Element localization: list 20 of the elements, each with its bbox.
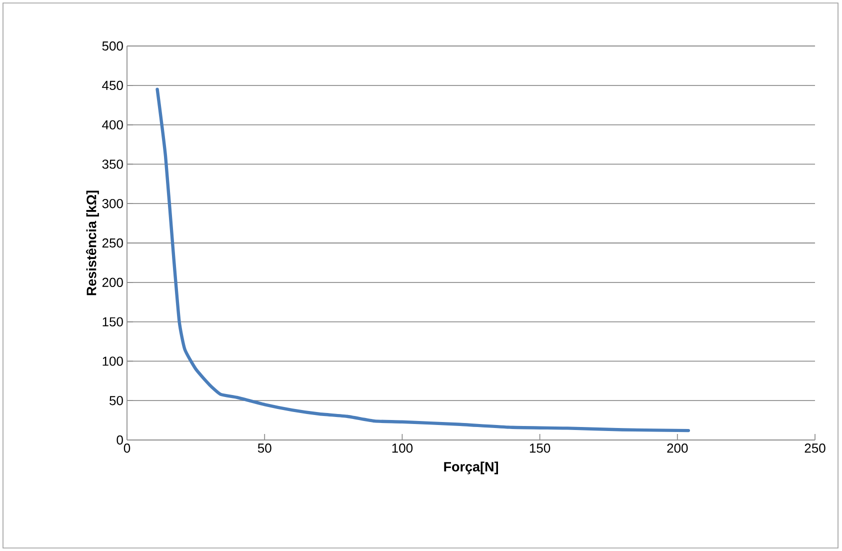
y-tick-label: 300 <box>102 198 123 208</box>
x-tick-label: 150 <box>530 444 550 453</box>
x-tick-label: 0 <box>124 444 130 453</box>
y-tick-label: 350 <box>102 160 123 169</box>
y-tick-label: 50 <box>110 396 123 406</box>
y-tick-label: 450 <box>102 80 123 90</box>
y-axis-title: Resistência [kΩ] <box>86 190 99 296</box>
line-series <box>156 88 690 432</box>
x-tick-label: 50 <box>258 444 272 453</box>
y-tick-label: 500 <box>102 41 123 51</box>
x-tick-label: 100 <box>392 444 413 453</box>
x-tick-label: 200 <box>667 444 688 453</box>
y-tick-label: 0 <box>116 435 123 445</box>
y-tick-label: 150 <box>102 317 123 326</box>
y-tick-label: 100 <box>102 356 123 366</box>
y-tick-label: 200 <box>102 278 123 287</box>
x-axis-title: Força[N] <box>444 462 498 474</box>
y-tick-label: 250 <box>102 238 123 248</box>
x-tick-label: 250 <box>804 444 826 453</box>
y-tick-label: 400 <box>102 120 123 130</box>
